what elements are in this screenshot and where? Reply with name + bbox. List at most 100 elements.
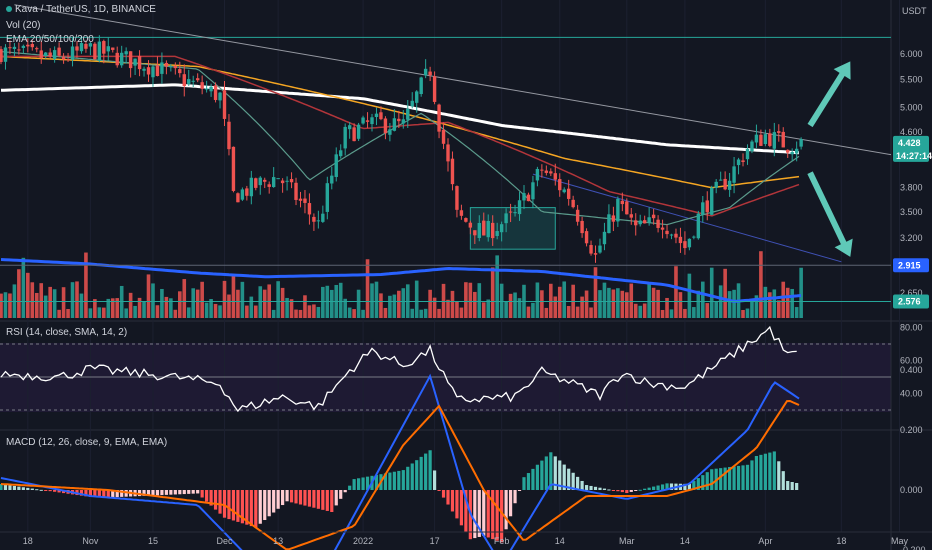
candle-body — [182, 74, 186, 87]
volume-bar — [26, 272, 30, 318]
macd-histogram-bar — [26, 487, 30, 490]
volume-bar — [280, 287, 285, 318]
macd-histogram-bar — [205, 490, 209, 502]
volume-bar — [432, 297, 437, 318]
volume-bar — [352, 309, 356, 318]
candle-body — [339, 150, 343, 157]
time-tick-label: 2022 — [353, 536, 373, 546]
macd-histogram-bar — [164, 490, 168, 495]
macd-histogram-bar — [200, 490, 204, 498]
macd-histogram-bar — [142, 490, 146, 496]
candle-body — [236, 193, 240, 203]
macd-histogram-bar — [160, 490, 164, 496]
candle-body — [620, 200, 625, 205]
candle-body — [178, 69, 182, 74]
macd-histogram-bar — [44, 490, 48, 491]
candle-body — [151, 66, 155, 78]
candle-body — [665, 230, 669, 235]
candle-body — [692, 236, 696, 238]
candle-body — [365, 120, 370, 122]
macd-histogram-bar — [191, 490, 195, 494]
macd-histogram-bar — [526, 473, 531, 490]
macd-histogram-bar — [643, 488, 647, 490]
volume-bar — [535, 282, 540, 318]
macd-histogram-bar — [522, 477, 526, 490]
macd-histogram-bar — [249, 490, 253, 527]
volume-bar — [625, 292, 629, 318]
macd-histogram-bar — [352, 479, 356, 490]
volume-bar — [768, 292, 772, 318]
candle-body — [741, 160, 745, 162]
macd-histogram-bar — [598, 487, 602, 490]
candle-body — [75, 46, 79, 51]
candle-body — [352, 127, 356, 142]
volume-bar — [8, 293, 12, 318]
candle-body — [499, 224, 504, 233]
candle-body — [316, 220, 321, 222]
candle-body — [379, 112, 383, 120]
candle-body — [558, 179, 562, 191]
volume-bar — [213, 303, 218, 318]
macd-histogram-bar — [182, 490, 186, 495]
macd-histogram-bar — [464, 490, 468, 533]
macd-histogram-bar — [567, 468, 571, 490]
candle-body — [571, 199, 575, 208]
volume-bar — [262, 289, 267, 318]
macd-histogram-bar — [763, 453, 767, 490]
rsi-legend: RSI (14, close, SMA, 14, 2) — [6, 327, 128, 338]
ema200-line — [0, 83, 800, 155]
candle-body — [759, 134, 763, 146]
volume-bar — [303, 295, 307, 318]
descending-support-line — [532, 173, 842, 263]
rsi-tick-label: 80.00 — [900, 323, 923, 333]
macd-histogram-bar — [361, 477, 365, 490]
macd-histogram-bar — [357, 478, 361, 490]
volume-bar — [633, 303, 638, 318]
candle-body — [629, 214, 633, 218]
volume-bar — [540, 290, 544, 318]
macd-histogram-bar — [39, 489, 43, 491]
candle-body — [169, 66, 173, 68]
candle-body — [428, 71, 432, 76]
macd-histogram-bar — [544, 456, 548, 490]
volume-bar — [620, 290, 625, 318]
volume-bar — [142, 301, 146, 318]
macd-histogram-bar — [584, 485, 589, 490]
macd-tick-label: 0.200 — [900, 425, 923, 435]
macd-histogram-bar — [111, 490, 115, 498]
macd-histogram-bar — [88, 490, 92, 497]
time-tick-label: Feb — [494, 536, 510, 546]
macd-histogram-bar — [540, 460, 544, 490]
volume-bar — [347, 307, 352, 318]
macd-histogram-bar — [687, 484, 691, 490]
volume-bar — [115, 298, 120, 318]
candle-body — [504, 213, 508, 224]
macd-histogram-bar — [517, 490, 522, 491]
volume-bar — [294, 309, 298, 318]
candle-body — [669, 234, 674, 236]
candle-body — [303, 198, 307, 203]
volume-bar — [517, 298, 522, 318]
candle-body — [204, 88, 209, 90]
candle-body — [330, 175, 334, 184]
volume-bar — [714, 301, 718, 318]
candle-body — [575, 209, 580, 222]
candle-body — [607, 214, 611, 234]
candle-body — [446, 144, 450, 162]
candle-body — [263, 179, 267, 182]
macd-histogram-bar — [455, 490, 459, 519]
macd-histogram-bar — [419, 456, 423, 490]
candle-body — [473, 230, 477, 236]
volume-bar — [575, 306, 580, 318]
macd-histogram-bar — [258, 490, 262, 524]
macd-histogram-bar — [8, 485, 12, 490]
time-tick-label: Apr — [758, 536, 772, 546]
volume-bar — [745, 308, 750, 318]
level-2576-badge-text: 2.576 — [898, 296, 921, 306]
candle-body — [137, 55, 142, 70]
macd-histogram-bar — [772, 451, 776, 490]
volume-bar — [253, 305, 258, 318]
macd-histogram-bar — [415, 460, 419, 490]
candle-body — [258, 177, 262, 186]
